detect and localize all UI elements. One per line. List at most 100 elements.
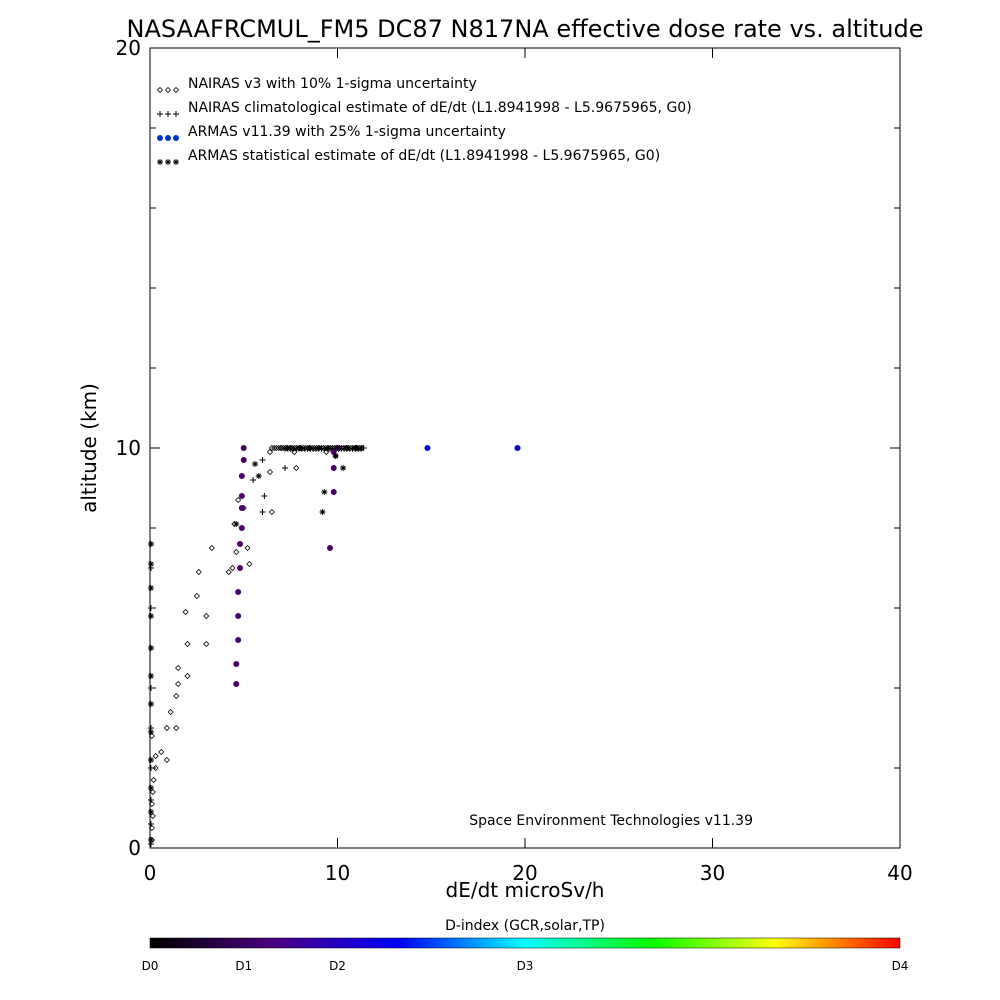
data-point [240, 445, 247, 451]
legend-marker [172, 86, 180, 94]
data-point [203, 612, 210, 620]
data-point [277, 444, 284, 452]
data-point [184, 672, 191, 680]
x-tick-label: 30 [700, 861, 725, 885]
chart-title: NASAAFRCMUL_FM5 DC87 N817NA effective do… [127, 15, 924, 43]
data-point [319, 509, 326, 515]
data-point [148, 732, 155, 740]
data-point [330, 465, 337, 471]
data-point [152, 752, 159, 760]
data-point [235, 589, 242, 595]
data-point [147, 645, 154, 651]
x-tick-label: 0 [144, 861, 157, 885]
data-point [193, 592, 200, 600]
series-1 [147, 445, 367, 847]
x-axis-label: dE/dt microSv/h [446, 878, 605, 902]
data-point [163, 756, 170, 764]
data-point [147, 785, 154, 791]
legend-marker [164, 86, 172, 94]
legend-marker [157, 159, 163, 165]
data-point [334, 445, 341, 451]
legend-marker [173, 111, 179, 117]
series-3 [147, 445, 365, 843]
data-points [147, 444, 521, 847]
axis-tick-labels: 0 10 20 30 40 0 10 20 [116, 36, 913, 885]
data-point [147, 837, 154, 843]
data-point [244, 544, 251, 552]
data-point [175, 664, 182, 672]
data-point [233, 661, 240, 667]
data-point [235, 637, 242, 643]
data-point [147, 729, 154, 735]
legend-label: NAIRAS v3 with 10% 1-sigma uncertainty [188, 76, 477, 92]
data-point [173, 692, 180, 700]
data-point [273, 444, 280, 452]
colorbar-label: D2 [329, 959, 346, 973]
legend-marker [173, 135, 179, 141]
data-point [266, 448, 274, 456]
colorbar-labels: D0 D1 D2 D3 D4 [142, 959, 909, 973]
colorbar-label: D3 [517, 959, 534, 973]
data-point [147, 541, 154, 547]
legend-label: ARMAS statistical estimate of dE/dt (L1.… [188, 148, 660, 164]
data-point [147, 685, 154, 691]
data-point [147, 673, 154, 679]
data-point [259, 509, 266, 515]
data-point [238, 505, 245, 511]
data-point [514, 445, 521, 451]
data-point [182, 608, 189, 616]
legend-marker [173, 159, 179, 165]
colorbar-label: D4 [892, 959, 909, 973]
y-tick-label: 20 [116, 36, 141, 60]
credit-annotation: Space Environment Technologies v11.39 [469, 813, 753, 829]
data-point [237, 541, 243, 547]
data-point [147, 605, 154, 611]
x-tick-label: 10 [325, 861, 350, 885]
legend-marker [157, 111, 163, 117]
data-point [184, 640, 191, 648]
data-point [147, 701, 154, 707]
data-point [343, 445, 350, 451]
legend-marker [156, 86, 164, 94]
data-point [259, 457, 266, 463]
data-point [147, 613, 154, 619]
data-point [238, 493, 245, 499]
data-point [238, 525, 245, 531]
x-tick-label: 20 [512, 861, 537, 885]
data-point [340, 465, 347, 471]
data-point [203, 640, 210, 648]
series-2 [233, 445, 521, 687]
data-point [163, 724, 170, 732]
data-point [229, 564, 236, 572]
legend: NAIRAS v3 with 10% 1-sigma uncertainty NA… [156, 76, 692, 165]
data-point [147, 561, 154, 567]
data-point [175, 680, 182, 688]
data-point [167, 708, 174, 716]
data-point [195, 568, 202, 576]
data-point [147, 757, 154, 763]
legend-label: ARMAS v11.39 with 25% 1-sigma uncertaint… [188, 124, 506, 140]
colorbar-label: D1 [235, 959, 252, 973]
data-point [353, 445, 360, 451]
axis-ticks [149, 47, 901, 849]
data-point [255, 473, 262, 479]
data-point [235, 496, 242, 504]
data-point [246, 560, 253, 568]
plot-frame [149, 47, 901, 849]
y-axis-label: altitude (km) [77, 383, 101, 513]
data-point [424, 445, 431, 451]
data-point [149, 788, 156, 796]
data-point [148, 800, 155, 808]
legend-marker [165, 111, 171, 117]
data-point [321, 489, 328, 495]
data-point [330, 489, 337, 495]
data-point [147, 809, 154, 815]
legend-label: NAIRAS climatological estimate of dE/dt … [188, 100, 692, 116]
legend-marker [165, 135, 171, 141]
data-point [250, 477, 257, 483]
data-point [147, 765, 154, 771]
data-point [268, 508, 275, 516]
data-point [327, 545, 333, 551]
data-point [275, 444, 282, 452]
